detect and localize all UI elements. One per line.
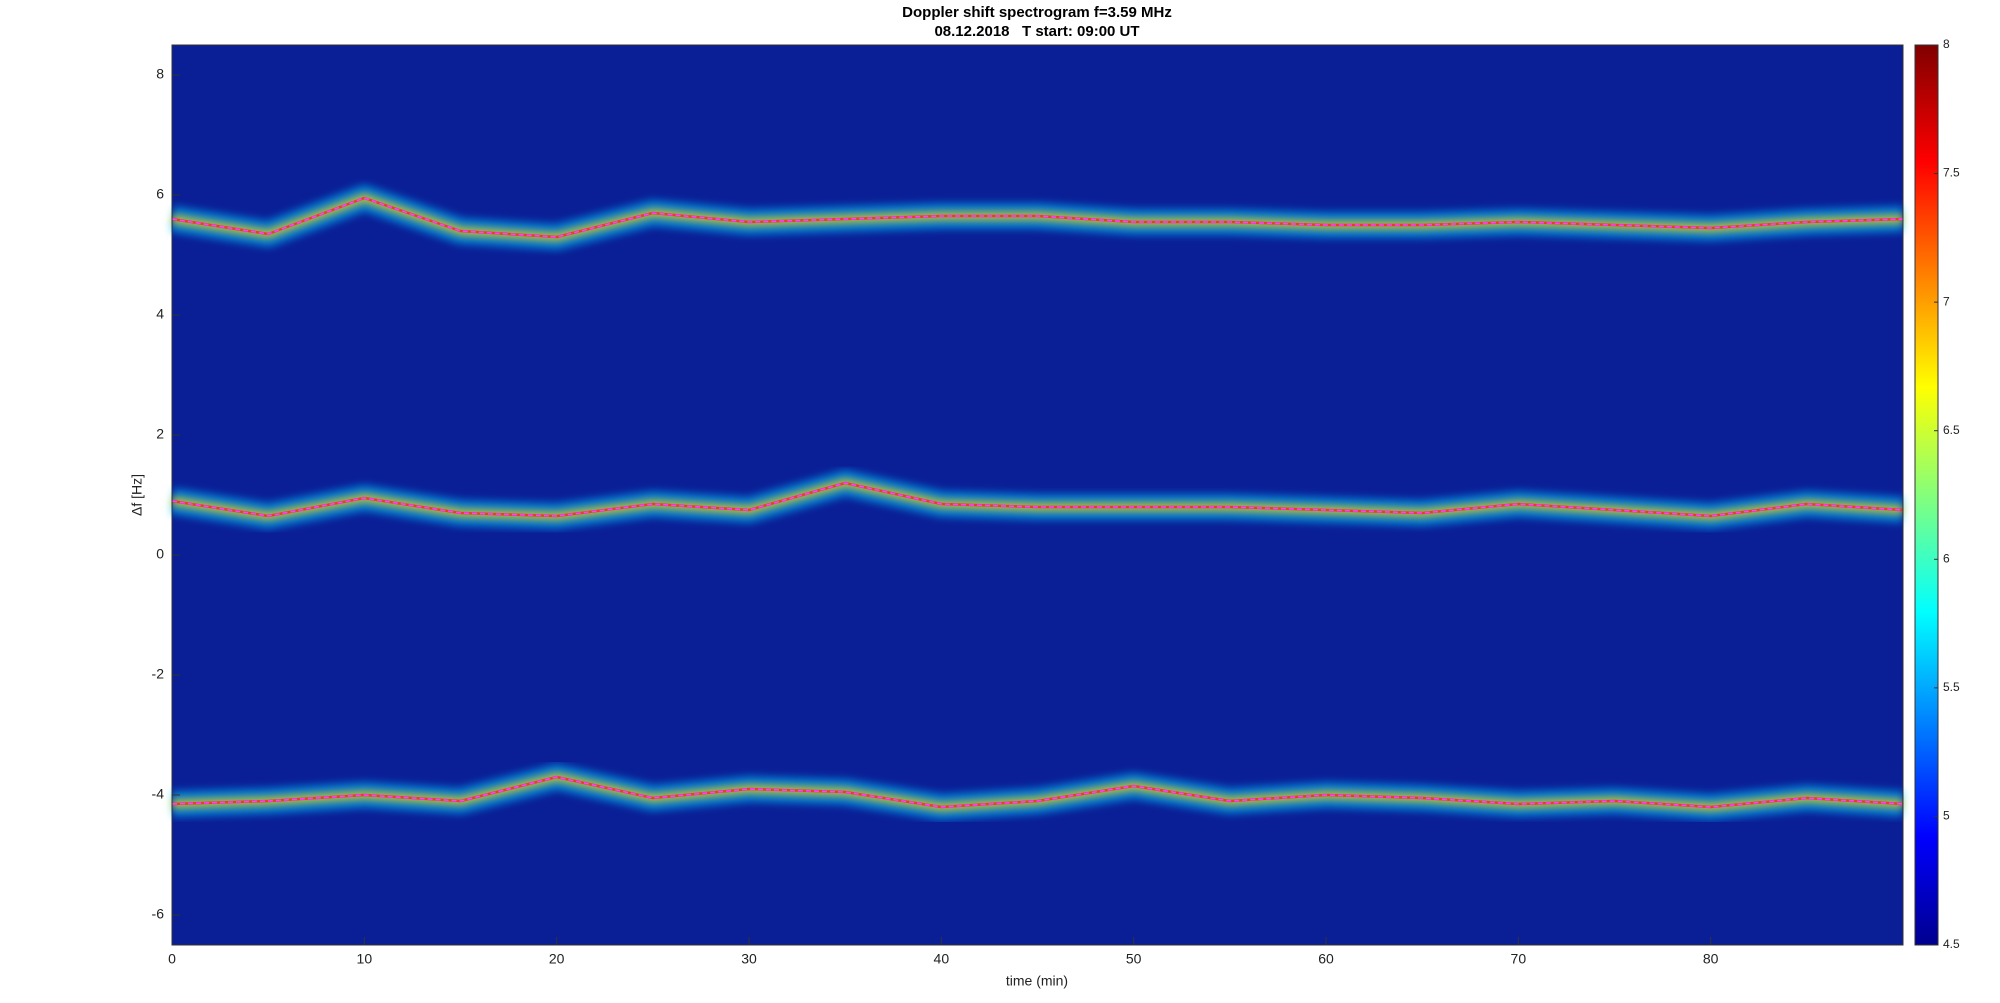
trace-line (171, 776, 1904, 808)
x-tick-label: 0 (168, 951, 176, 967)
y-tick-label: 6 (156, 186, 164, 202)
x-tick-label: 60 (1318, 951, 1334, 967)
colorbar (1914, 44, 1939, 946)
y-tick-label: 2 (156, 426, 164, 442)
y-tick-label: 4 (156, 306, 164, 322)
y-tick-label: -6 (152, 906, 165, 922)
y-tick-label: 0 (156, 546, 164, 562)
colorbar-tick-label: 6.5 (1943, 423, 1960, 437)
y-tick-label: -2 (152, 666, 165, 682)
chart-subtitle: 08.12.2018 T start: 09:00 UT (934, 23, 1139, 40)
y-tick-label: -4 (152, 786, 165, 802)
colorbar-tick-label: 6 (1943, 551, 1950, 565)
colorbar-tick-label: 7.5 (1943, 166, 1960, 180)
y-tick-label: 8 (156, 66, 164, 82)
x-tick-label: 40 (934, 951, 950, 967)
x-axis-label: time (min) (1006, 973, 1068, 989)
x-tick-label: 70 (1511, 951, 1527, 967)
colorbar-tick-label: 5 (1943, 809, 1950, 823)
trace-line (171, 482, 1904, 517)
chart-title: Doppler shift spectrogram f=3.59 MHz (902, 4, 1172, 21)
trace-line (171, 197, 1904, 238)
x-tick-label: 20 (549, 951, 565, 967)
plot-frame (171, 44, 1904, 946)
colorbar-tick-label: 5.5 (1943, 680, 1960, 694)
x-tick-label: 50 (1126, 951, 1142, 967)
y-axis-label: Δf [Hz] (129, 474, 145, 516)
x-tick-label: 10 (357, 951, 373, 967)
colorbar-tick-label: 7 (1943, 294, 1950, 308)
x-tick-label: 30 (741, 951, 757, 967)
x-tick-label: 80 (1703, 951, 1719, 967)
colorbar-tick-label: 8 (1943, 37, 1950, 51)
colorbar-tick-label: 4.5 (1943, 937, 1960, 951)
